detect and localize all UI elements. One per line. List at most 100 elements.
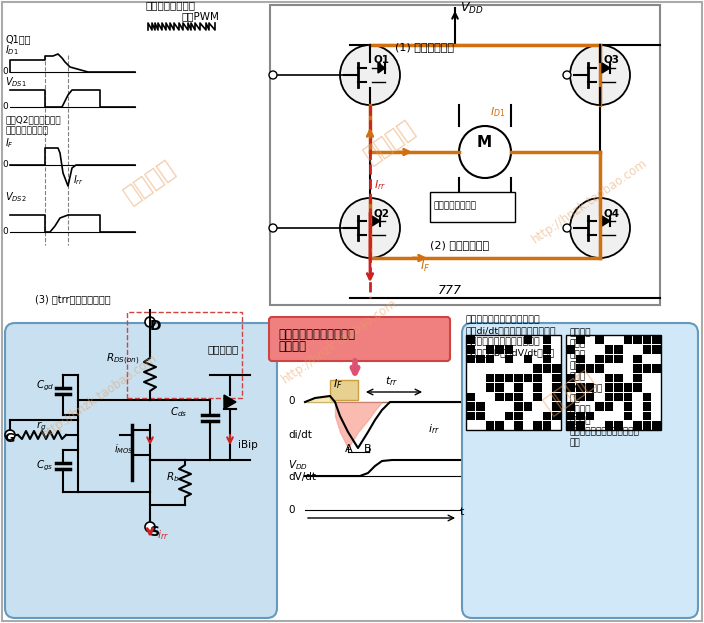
Text: 期间发生: 期间发生 <box>278 340 306 353</box>
Bar <box>586 383 594 391</box>
Bar <box>614 345 622 353</box>
Text: 在二极管的反向恢复运行时，: 在二极管的反向恢复运行时， <box>466 315 541 324</box>
Bar <box>586 412 594 420</box>
Bar <box>543 421 551 429</box>
Text: $i_{MOS}$: $i_{MOS}$ <box>114 442 134 456</box>
Text: 发现破: 发现破 <box>570 372 586 381</box>
Bar <box>567 421 575 429</box>
Text: $I_{D1}$: $I_{D1}$ <box>5 43 19 57</box>
Bar <box>576 421 584 429</box>
Text: Q2: Q2 <box>373 208 389 218</box>
Text: 输入信号（电压）: 输入信号（电压） <box>145 0 195 10</box>
Bar <box>552 392 560 401</box>
Bar <box>643 345 651 353</box>
Bar <box>466 335 561 430</box>
Bar <box>495 421 503 429</box>
Polygon shape <box>372 216 380 226</box>
Text: Q3: Q3 <box>603 55 619 65</box>
Bar <box>552 402 560 411</box>
Bar <box>633 354 641 363</box>
Bar <box>633 364 641 373</box>
Circle shape <box>145 317 155 327</box>
Bar <box>586 392 594 401</box>
Bar <box>514 383 522 391</box>
Text: 海纳智库: 海纳智库 <box>360 116 420 168</box>
Bar <box>595 354 603 363</box>
Bar <box>633 421 641 429</box>
Circle shape <box>145 522 155 532</box>
Bar <box>270 5 660 305</box>
Bar <box>624 336 632 344</box>
Text: $C_{gd}$: $C_{gd}$ <box>36 378 54 392</box>
Bar <box>505 354 513 363</box>
Bar <box>543 336 551 344</box>
Bar <box>486 345 494 353</box>
Bar <box>552 364 560 373</box>
Text: 0: 0 <box>288 505 294 515</box>
Bar <box>576 392 584 401</box>
Bar <box>643 364 651 373</box>
Bar <box>652 336 660 344</box>
Polygon shape <box>602 63 610 73</box>
Bar <box>514 402 522 411</box>
Bar <box>624 383 632 391</box>
Text: 就能: 就能 <box>570 361 581 370</box>
FancyBboxPatch shape <box>269 317 450 361</box>
Text: 入过大的恢复电流，使反向恢: 入过大的恢复电流，使反向恢 <box>466 337 541 346</box>
Text: http://hnzk.taobao.com: http://hnzk.taobao.com <box>40 351 161 441</box>
Text: (1) 正转时的电流: (1) 正转时的电流 <box>395 42 454 52</box>
Bar <box>605 345 613 353</box>
Bar <box>614 374 622 382</box>
Bar <box>505 412 513 420</box>
FancyBboxPatch shape <box>5 323 277 618</box>
Text: (3) 在trr期间流入的电流: (3) 在trr期间流入的电流 <box>35 294 111 304</box>
Text: $V_{DS2}$: $V_{DS2}$ <box>5 190 27 204</box>
Polygon shape <box>602 216 610 226</box>
Bar <box>524 354 532 363</box>
Text: t: t <box>460 507 465 517</box>
Circle shape <box>269 224 277 232</box>
Bar <box>467 336 475 344</box>
Bar <box>495 392 503 401</box>
Bar <box>614 354 622 363</box>
Bar <box>476 412 484 420</box>
Bar <box>524 374 532 382</box>
Text: $r_g$: $r_g$ <box>36 419 46 433</box>
Bar <box>467 402 475 411</box>
Text: dV/dt: dV/dt <box>288 472 316 482</box>
Bar <box>533 421 541 429</box>
Bar <box>467 354 475 363</box>
Circle shape <box>340 45 400 105</box>
Text: $V_{DD}$: $V_{DD}$ <box>460 1 484 16</box>
Bar <box>576 383 584 391</box>
Bar <box>533 392 541 401</box>
Text: $i_{rr}$: $i_{rr}$ <box>157 528 169 542</box>
Bar <box>643 421 651 429</box>
Text: http://hnzk.taobao.com: http://hnzk.taobao.com <box>530 156 650 246</box>
Bar <box>624 392 632 401</box>
Text: $t_{rr}$: $t_{rr}$ <box>385 374 398 388</box>
Text: $I_{rr}$: $I_{rr}$ <box>374 178 386 192</box>
Text: $R_b$: $R_b$ <box>166 470 180 484</box>
Bar <box>624 402 632 411</box>
Text: http://hnzk.taobao.com: http://hnzk.taobao.com <box>279 297 400 386</box>
Bar <box>514 374 522 382</box>
Text: 输入信号（电压）: 输入信号（电压） <box>433 201 476 210</box>
Circle shape <box>570 45 630 105</box>
Bar <box>467 412 475 420</box>
Bar <box>576 412 584 420</box>
Circle shape <box>5 430 15 440</box>
Bar <box>533 364 541 373</box>
Text: $C_{ds}$: $C_{ds}$ <box>170 405 187 419</box>
Text: 破坏，: 破坏， <box>570 350 586 359</box>
Bar <box>633 374 641 382</box>
Bar <box>605 421 613 429</box>
Bar <box>543 412 551 420</box>
Text: B: B <box>364 444 372 454</box>
Bar <box>505 345 513 353</box>
Bar <box>605 402 613 411</box>
Bar <box>430 192 515 222</box>
Text: 破坏在二极管的耐压恢复: 破坏在二极管的耐压恢复 <box>278 328 355 341</box>
Bar <box>633 383 641 391</box>
Bar <box>486 374 494 382</box>
